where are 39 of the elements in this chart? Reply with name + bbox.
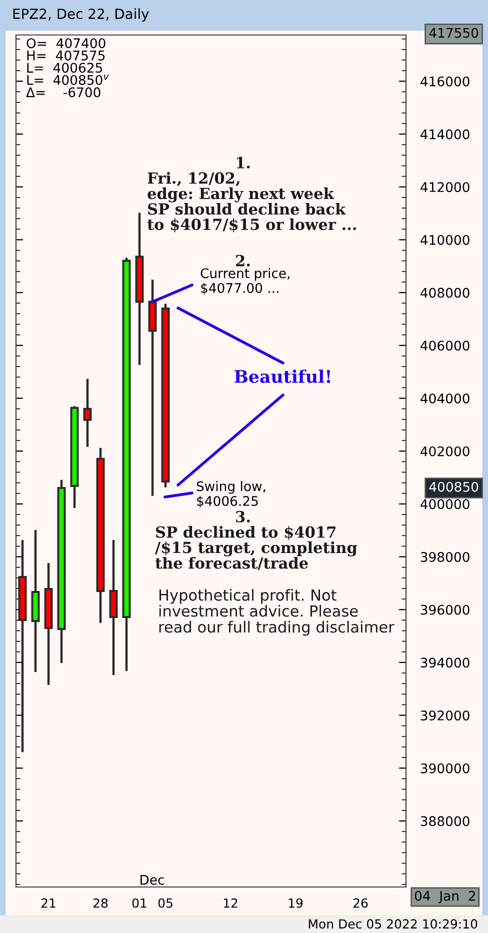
text: 417550: [429, 28, 478, 38]
y-tick-label: 408000: [420, 288, 470, 298]
y-tick-label: 392000: [420, 710, 470, 720]
annotation: Fri., 12/02, edge: Early next week SP should decline back to $4017/$15 or lower ...: [147, 172, 356, 232]
y-tick-label: 402000: [420, 446, 470, 456]
y-tick-label: 390000: [420, 763, 470, 774]
y-tick-label: 404000: [420, 393, 470, 404]
y-tick-label: 412000: [420, 182, 470, 192]
x-tick-label: 19: [288, 898, 303, 908]
text: Mon Dec 05 2022 10:29:10: [308, 919, 478, 929]
y-tick-label: 410000: [420, 234, 470, 245]
annotation: 1.: [236, 156, 250, 168]
x-tick-label: 01: [132, 898, 146, 908]
x-tick-label: 12: [224, 898, 238, 908]
y-tick-label: 406000: [420, 340, 470, 351]
y-tick-label: 396000: [420, 604, 470, 615]
annotation: Beautiful!: [234, 370, 330, 384]
annotation: SP declined to $4017 /$15 target, completing the forecast/trade: [155, 526, 358, 570]
annotation: Current price, $4077.00 ...: [200, 268, 290, 295]
annotation: 2.: [236, 254, 250, 266]
y-tick-label: 388000: [420, 816, 470, 826]
chart-title: EPZ2, Dec 22, Daily: [13, 8, 149, 22]
annotation: 3.: [236, 510, 250, 522]
annotation: Hypothetical profit. Not investment advice. Please read our full trading disclaimer: [159, 589, 394, 636]
annotation: Swing low, $4006.25: [196, 481, 266, 508]
x-tick-label: 05: [158, 898, 172, 908]
x-tick-label: 26: [353, 898, 368, 908]
y-tick-label: 400000: [420, 499, 470, 510]
x-tick-label: 21: [41, 898, 56, 908]
y-tick-label: 398000: [420, 552, 470, 562]
text: 400850: [429, 482, 478, 492]
y-tick-label: 414000: [420, 129, 470, 140]
candlestick: [83, 378, 92, 448]
x-tick-label: 28: [93, 898, 108, 908]
annotation: Dec: [140, 875, 164, 885]
text: 04 Jan 2: [414, 890, 475, 904]
annotation: O= 407400 H= 407575 L= 400625 L= 400850$^{v}$ Δ= -6700: [26, 38, 109, 98]
y-tick-label: 416000: [420, 76, 470, 86]
y-tick-label: 394000: [420, 658, 470, 668]
